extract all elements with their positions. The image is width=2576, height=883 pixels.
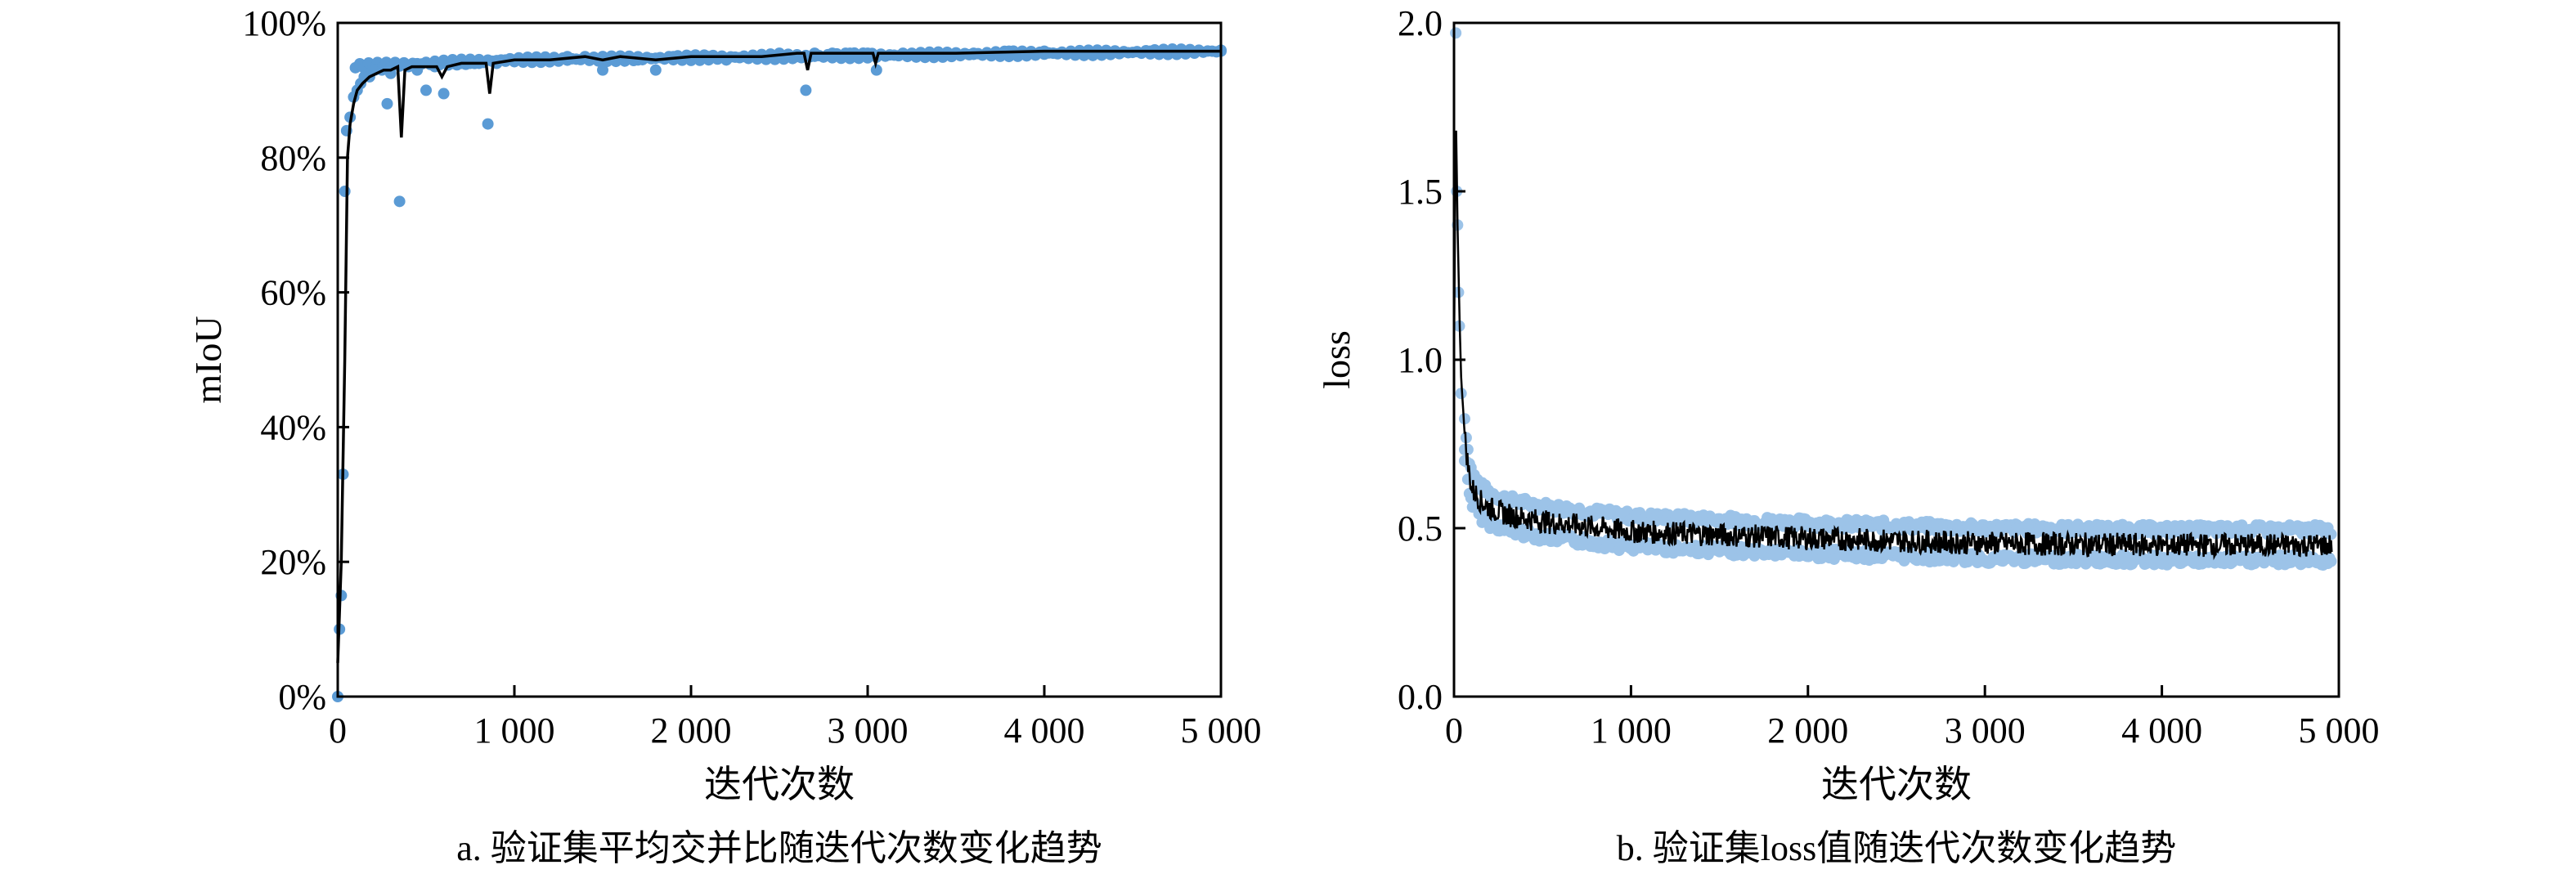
x-tick-label: 3 000 <box>1945 710 2026 751</box>
panel-b-x-axis-title: 迭代次数 <box>1821 764 1972 805</box>
y-tick-label: 0.5 <box>1398 509 1443 549</box>
panel-a-x-axis-title: 迭代次数 <box>704 764 855 805</box>
miou-smoothed-line <box>336 49 1221 663</box>
y-tick-label: 1.0 <box>1398 340 1443 380</box>
x-tick-label: 1 000 <box>1591 710 1672 751</box>
panel-b-marks <box>1450 27 2337 571</box>
y-tick-label: 60% <box>260 273 326 313</box>
y-tick-label: 1.5 <box>1398 172 1443 212</box>
y-tick-label: 40% <box>260 407 326 447</box>
y-tick-label: 20% <box>260 542 326 582</box>
miou-point <box>649 64 662 76</box>
panel-b-caption: b. 验证集loss值随迭代次数变化趋势 <box>1617 828 2176 868</box>
loss-point <box>1455 388 1467 400</box>
miou-point <box>420 84 432 96</box>
panel-b-loss-chart: 0 1 000 2 000 3 000 4 000 5 000 0.0 0.5 1.0 1.5 2.… <box>1316 3 2380 868</box>
miou-point <box>393 195 406 208</box>
x-tick-label: 3 000 <box>828 710 909 751</box>
miou-point <box>597 64 608 76</box>
y-tick-label: 0% <box>278 677 326 717</box>
y-tick-label: 2.0 <box>1398 3 1443 43</box>
panel-a-plot-frame <box>336 21 1223 698</box>
x-tick-label: 0 <box>329 710 347 751</box>
x-tick-label: 5 000 <box>1181 710 1262 751</box>
miou-point <box>870 64 882 76</box>
y-tick-label: 100% <box>242 3 326 43</box>
panel-a-marks <box>332 43 1227 702</box>
loss-line <box>1452 130 2333 561</box>
x-tick-label: 0 <box>1445 710 1463 751</box>
miou-point <box>381 97 393 110</box>
x-tick-label: 2 000 <box>1767 710 1848 751</box>
panel-a-miou-chart: 0 1 000 2 000 3 000 4 000 5 000 0% 20% 40% 60% 80%… <box>187 3 1262 868</box>
loss-point <box>2325 555 2337 567</box>
y-tick-label: 0.0 <box>1398 677 1443 717</box>
x-tick-label: 4 000 <box>2121 710 2202 751</box>
panel-b-plot-frame <box>1452 21 2340 698</box>
panel-a-ticks: 0 1 000 2 000 3 000 4 000 5 000 0% 20% 40% 60% 80%… <box>242 3 1261 751</box>
panel-a-y-axis-title: mIoU <box>187 316 229 403</box>
panel-a-caption: a. 验证集平均交并比随迭代次数变化趋势 <box>456 828 1102 868</box>
miou-point <box>482 118 494 130</box>
x-tick-label: 1 000 <box>474 710 555 751</box>
miou-point <box>339 186 351 197</box>
loss-point <box>1450 27 1462 39</box>
loss-point <box>2325 528 2337 540</box>
miou-point <box>800 84 812 96</box>
x-tick-label: 5 000 <box>2299 710 2380 751</box>
miou-point <box>438 87 450 100</box>
panel-b-y-axis-title: loss <box>1316 330 1358 389</box>
panel-b-ticks: 0 1 000 2 000 3 000 4 000 5 000 0.0 0.5 1.0 1.5 2.… <box>1398 3 2380 751</box>
y-tick-label: 80% <box>260 138 326 178</box>
x-tick-label: 4 000 <box>1004 710 1085 751</box>
x-tick-label: 2 000 <box>651 710 732 751</box>
